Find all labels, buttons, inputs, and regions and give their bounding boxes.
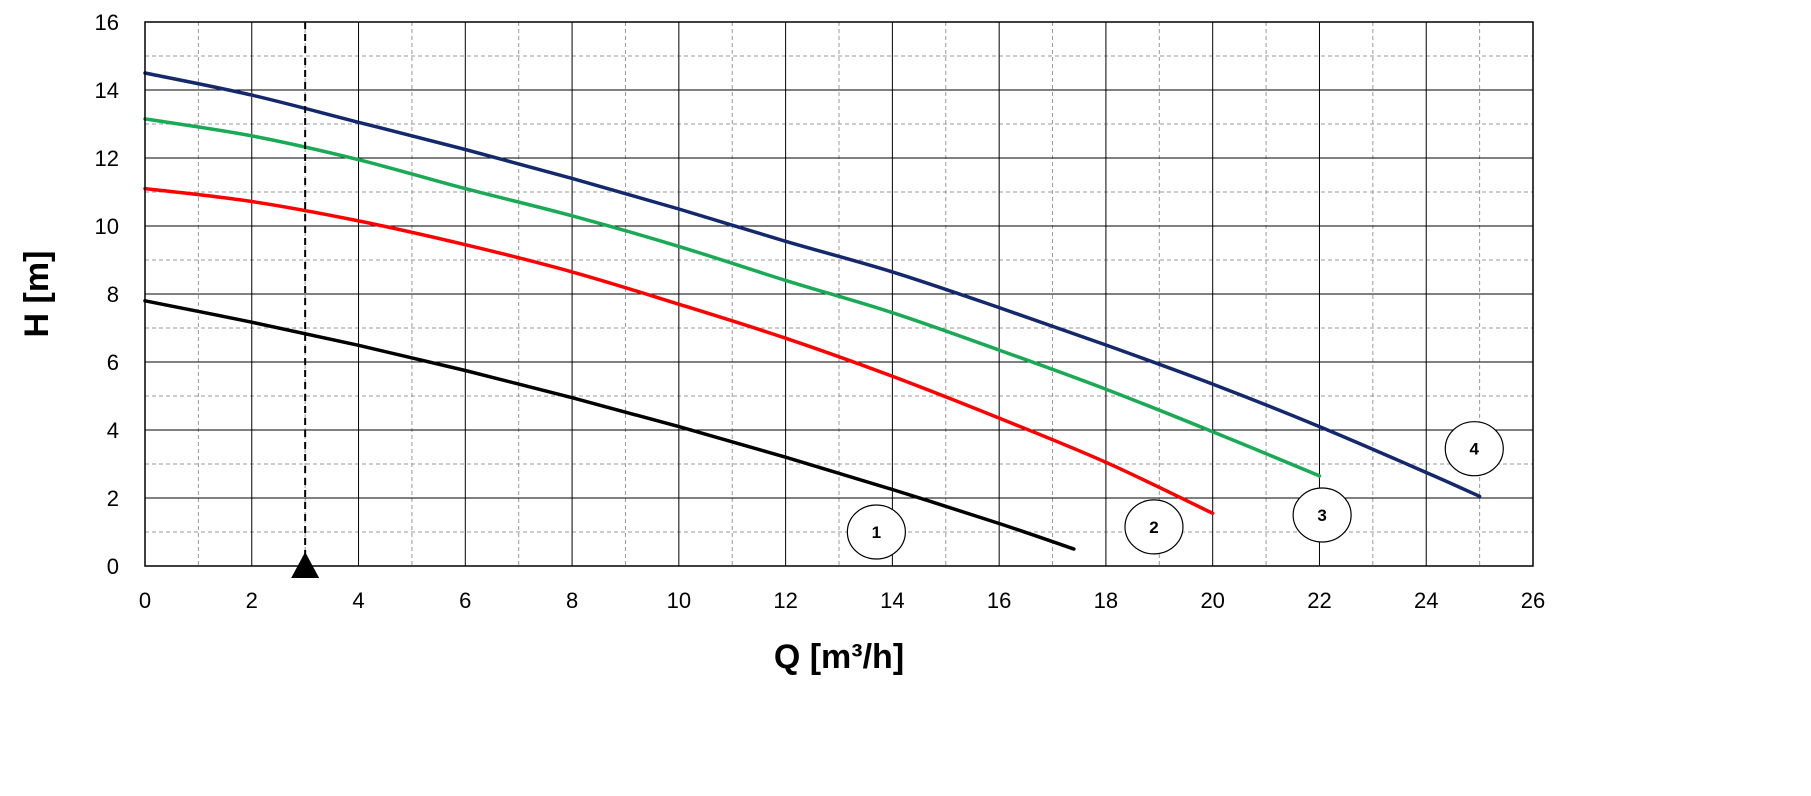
curve-label-circle-3 [1292,487,1352,543]
series-line-1 [143,299,1076,551]
curve-label-circle-1 [846,504,906,560]
series-line-4 [143,71,1482,499]
minor-grid [145,22,1533,566]
y-tick-label: 4 [107,418,119,443]
x-tick-label: 4 [352,588,364,613]
annotation-layer: 1 2 3 4 [291,22,1504,578]
x-tick-label: 2 [246,588,258,613]
curve-label-2: 2 [1149,518,1158,537]
x-tick-label: 12 [773,588,797,613]
x-tick-label: 10 [667,588,691,613]
curve-label-3: 3 [1317,506,1326,525]
y-tick-label: 0 [107,554,119,579]
curve-label-circle-2 [1124,499,1184,555]
x-tick-label: 24 [1414,588,1438,613]
x-tick-label: 8 [566,588,578,613]
y-tick-label: 14 [95,78,119,103]
triangle-marker [291,552,320,578]
y-tick-label: 6 [107,350,119,375]
x-tick-label: 26 [1521,588,1545,613]
y-tick-label: 12 [95,146,119,171]
x-tick-label: 18 [1094,588,1118,613]
curve-label-4: 4 [1470,440,1480,459]
y-axis-title: H [m] [18,251,56,338]
series-layer [143,71,1482,551]
x-tick-label: 6 [459,588,471,613]
curve-label-1: 1 [872,523,881,542]
series-line-2 [143,186,1215,516]
y-tick-label: 8 [107,282,119,307]
y-tick-label: 2 [107,486,119,511]
x-tick-label: 16 [987,588,1011,613]
x-tick-label: 22 [1307,588,1331,613]
x-tick-label: 0 [139,588,151,613]
major-grid [145,22,1533,566]
series-line-3 [143,117,1322,478]
y-tick-label: 10 [95,214,119,239]
y-tick-label: 16 [95,10,119,35]
curve-label-circle-4 [1444,421,1504,477]
x-axis-title: Q [m³/h] [774,638,904,676]
x-tick-label: 20 [1200,588,1224,613]
x-tick-label: 14 [880,588,904,613]
plot-frame [144,21,1534,567]
